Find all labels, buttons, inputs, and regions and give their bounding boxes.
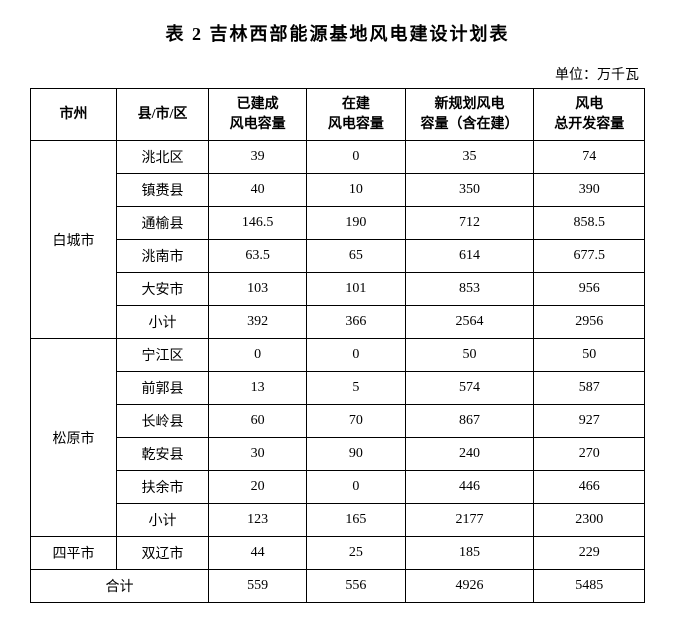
cell-building: 25 (307, 537, 405, 570)
cell-county: 长岭县 (116, 405, 208, 438)
cell-county: 大安市 (116, 273, 208, 306)
cell-built: 20 (209, 471, 307, 504)
cell-building: 0 (307, 339, 405, 372)
table-row: 小计39236625642956 (31, 306, 645, 339)
total-cell-built: 559 (209, 570, 307, 603)
cell-building: 366 (307, 306, 405, 339)
col-header-building: 在建风电容量 (307, 89, 405, 141)
cell-county: 乾安县 (116, 438, 208, 471)
cell-total: 390 (534, 174, 645, 207)
cell-built: 103 (209, 273, 307, 306)
table-row: 洮南市63.565614677.5 (31, 240, 645, 273)
col-header-county: 县/市/区 (116, 89, 208, 141)
cell-built: 392 (209, 306, 307, 339)
cell-total: 858.5 (534, 207, 645, 240)
cell-total: 50 (534, 339, 645, 372)
cell-building: 0 (307, 471, 405, 504)
total-cell-total: 5485 (534, 570, 645, 603)
table-row: 前郭县135574587 (31, 372, 645, 405)
cell-total: 74 (534, 141, 645, 174)
total-label: 合计 (31, 570, 209, 603)
cell-county: 洮南市 (116, 240, 208, 273)
city-cell: 白城市 (31, 141, 117, 339)
cell-planned: 35 (405, 141, 534, 174)
cell-total: 927 (534, 405, 645, 438)
cell-building: 190 (307, 207, 405, 240)
cell-building: 70 (307, 405, 405, 438)
cell-planned: 350 (405, 174, 534, 207)
cell-county: 镇赉县 (116, 174, 208, 207)
cell-planned: 240 (405, 438, 534, 471)
cell-built: 30 (209, 438, 307, 471)
cell-total: 956 (534, 273, 645, 306)
total-cell-building: 556 (307, 570, 405, 603)
table-row: 乾安县3090240270 (31, 438, 645, 471)
table-row: 镇赉县4010350390 (31, 174, 645, 207)
cell-planned: 867 (405, 405, 534, 438)
city-cell: 四平市 (31, 537, 117, 570)
cell-built: 13 (209, 372, 307, 405)
table-row: 通榆县146.5190712858.5 (31, 207, 645, 240)
col-header-city: 市州 (31, 89, 117, 141)
cell-building: 10 (307, 174, 405, 207)
cell-county: 通榆县 (116, 207, 208, 240)
cell-planned: 712 (405, 207, 534, 240)
cell-county: 小计 (116, 504, 208, 537)
cell-total: 587 (534, 372, 645, 405)
cell-total: 229 (534, 537, 645, 570)
cell-total: 2300 (534, 504, 645, 537)
cell-planned: 185 (405, 537, 534, 570)
col-header-planned: 新规划风电容量（含在建） (405, 89, 534, 141)
cell-planned: 2177 (405, 504, 534, 537)
cell-planned: 50 (405, 339, 534, 372)
cell-total: 466 (534, 471, 645, 504)
cell-total: 677.5 (534, 240, 645, 273)
cell-total: 2956 (534, 306, 645, 339)
unit-label: 单位：万千瓦 (30, 64, 645, 84)
cell-built: 60 (209, 405, 307, 438)
table-row: 白城市洮北区3903574 (31, 141, 645, 174)
cell-planned: 853 (405, 273, 534, 306)
cell-county: 宁江区 (116, 339, 208, 372)
cell-built: 44 (209, 537, 307, 570)
cell-building: 65 (307, 240, 405, 273)
table-row: 扶余市200446466 (31, 471, 645, 504)
table-row: 长岭县6070867927 (31, 405, 645, 438)
cell-built: 123 (209, 504, 307, 537)
cell-building: 90 (307, 438, 405, 471)
cell-built: 39 (209, 141, 307, 174)
cell-county: 扶余市 (116, 471, 208, 504)
total-cell-planned: 4926 (405, 570, 534, 603)
cell-built: 0 (209, 339, 307, 372)
table-row: 四平市双辽市4425185229 (31, 537, 645, 570)
cell-county: 双辽市 (116, 537, 208, 570)
cell-total: 270 (534, 438, 645, 471)
col-header-built: 已建成风电容量 (209, 89, 307, 141)
cell-building: 165 (307, 504, 405, 537)
cell-building: 5 (307, 372, 405, 405)
cell-planned: 2564 (405, 306, 534, 339)
table-row: 大安市103101853956 (31, 273, 645, 306)
cell-planned: 446 (405, 471, 534, 504)
cell-county: 洮北区 (116, 141, 208, 174)
col-header-total: 风电总开发容量 (534, 89, 645, 141)
cell-planned: 574 (405, 372, 534, 405)
table-title: 表 2 吉林西部能源基地风电建设计划表 (30, 20, 645, 46)
cell-planned: 614 (405, 240, 534, 273)
header-row: 市州 县/市/区 已建成风电容量 在建风电容量 新规划风电容量（含在建） 风电总… (31, 89, 645, 141)
cell-county: 前郭县 (116, 372, 208, 405)
cell-built: 146.5 (209, 207, 307, 240)
city-cell: 松原市 (31, 339, 117, 537)
cell-county: 小计 (116, 306, 208, 339)
total-row: 合计55955649265485 (31, 570, 645, 603)
table-row: 松原市宁江区005050 (31, 339, 645, 372)
cell-built: 40 (209, 174, 307, 207)
cell-building: 0 (307, 141, 405, 174)
data-table: 市州 县/市/区 已建成风电容量 在建风电容量 新规划风电容量（含在建） 风电总… (30, 88, 645, 603)
cell-built: 63.5 (209, 240, 307, 273)
table-row: 小计12316521772300 (31, 504, 645, 537)
cell-building: 101 (307, 273, 405, 306)
